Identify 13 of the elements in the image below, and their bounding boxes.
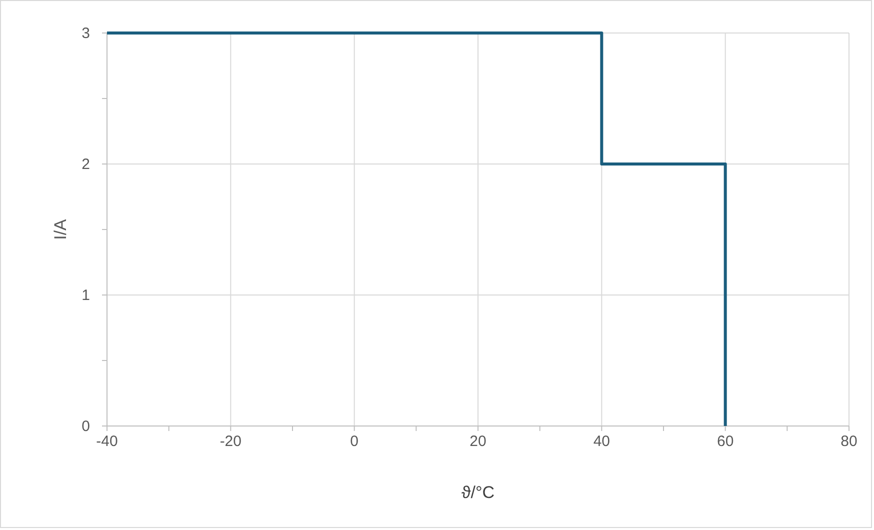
y-axis-title: I/A (51, 218, 70, 240)
x-tick-label: 80 (840, 433, 858, 450)
y-tick-label: 2 (82, 156, 90, 173)
y-tick-label: 1 (82, 287, 90, 304)
x-tick-label: -40 (96, 433, 118, 450)
x-tick-label: 20 (470, 433, 486, 450)
x-tick-label: 60 (716, 433, 734, 450)
y-tick-label: 3 (82, 25, 90, 42)
x-tick-label: 0 (350, 433, 359, 450)
x-tick-label: -20 (220, 433, 242, 450)
x-axis-title: ϑ/°C (461, 483, 495, 502)
y-tick-label: 0 (82, 418, 90, 435)
x-tick-label: 40 (593, 433, 610, 450)
